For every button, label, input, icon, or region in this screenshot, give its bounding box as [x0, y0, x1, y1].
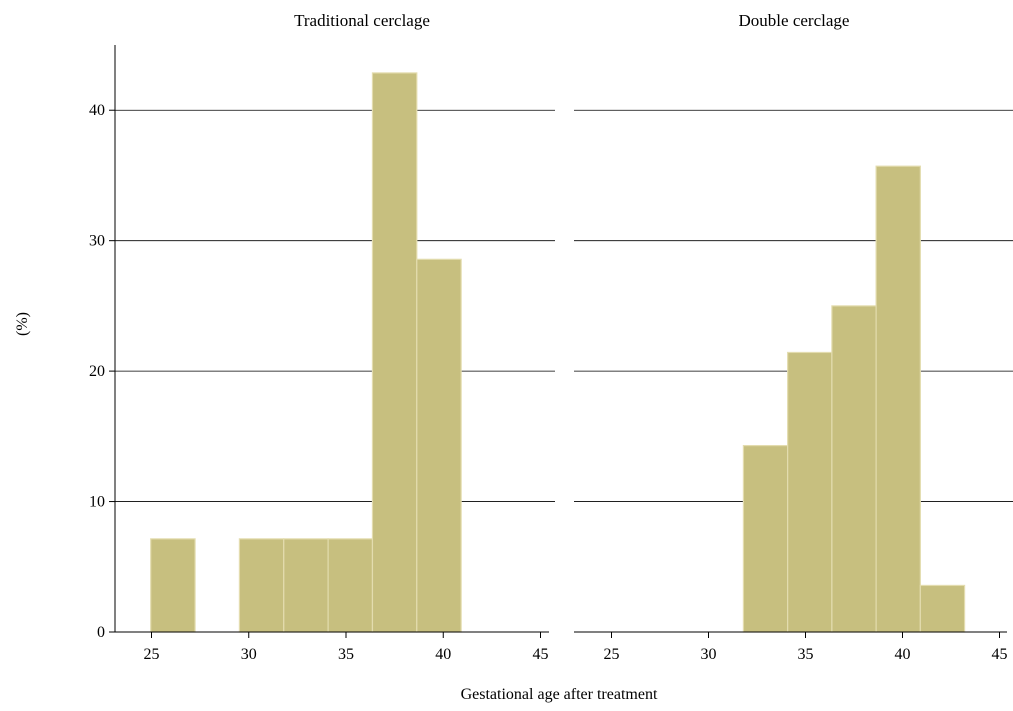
x-tick-label: 25 [604, 646, 620, 663]
bar [742, 444, 789, 633]
bar [787, 351, 833, 633]
x-tick-label: 35 [338, 646, 354, 663]
x-axis-label: Gestational age after treatment [461, 686, 658, 703]
x-tick-label: 25 [144, 646, 160, 663]
panel-title: Double cerclage [739, 11, 850, 30]
y-tick-label: 30 [89, 233, 105, 250]
bar [371, 72, 418, 633]
x-tick-label: 45 [992, 646, 1008, 663]
panel-title: Traditional cerclage [294, 11, 430, 30]
bar [831, 305, 877, 633]
y-axis-label: (%) [14, 312, 31, 336]
panel-1: Traditional cerclage 25 30 35 40 45 0 10 20 30 40 [89, 11, 555, 663]
y-tick-label: 40 [89, 102, 105, 119]
bar [283, 538, 329, 633]
x-tick-label: 40 [435, 646, 451, 663]
bar [919, 584, 966, 633]
bar [875, 165, 921, 633]
bar [238, 538, 285, 633]
panel-2: Double cerclage 25 30 35 40 45 [574, 11, 1013, 663]
x-tick-label: 35 [798, 646, 814, 663]
x-tick-label: 40 [895, 646, 911, 663]
y-tick-label: 10 [89, 494, 105, 511]
bar [327, 538, 374, 633]
x-tick-label: 30 [701, 646, 717, 663]
x-tick-label: 45 [533, 646, 549, 663]
x-tick-label: 30 [241, 646, 257, 663]
bar [416, 258, 462, 633]
y-tick-label: 20 [89, 363, 105, 380]
y-tick-label: 0 [97, 624, 105, 641]
bar [150, 538, 196, 633]
